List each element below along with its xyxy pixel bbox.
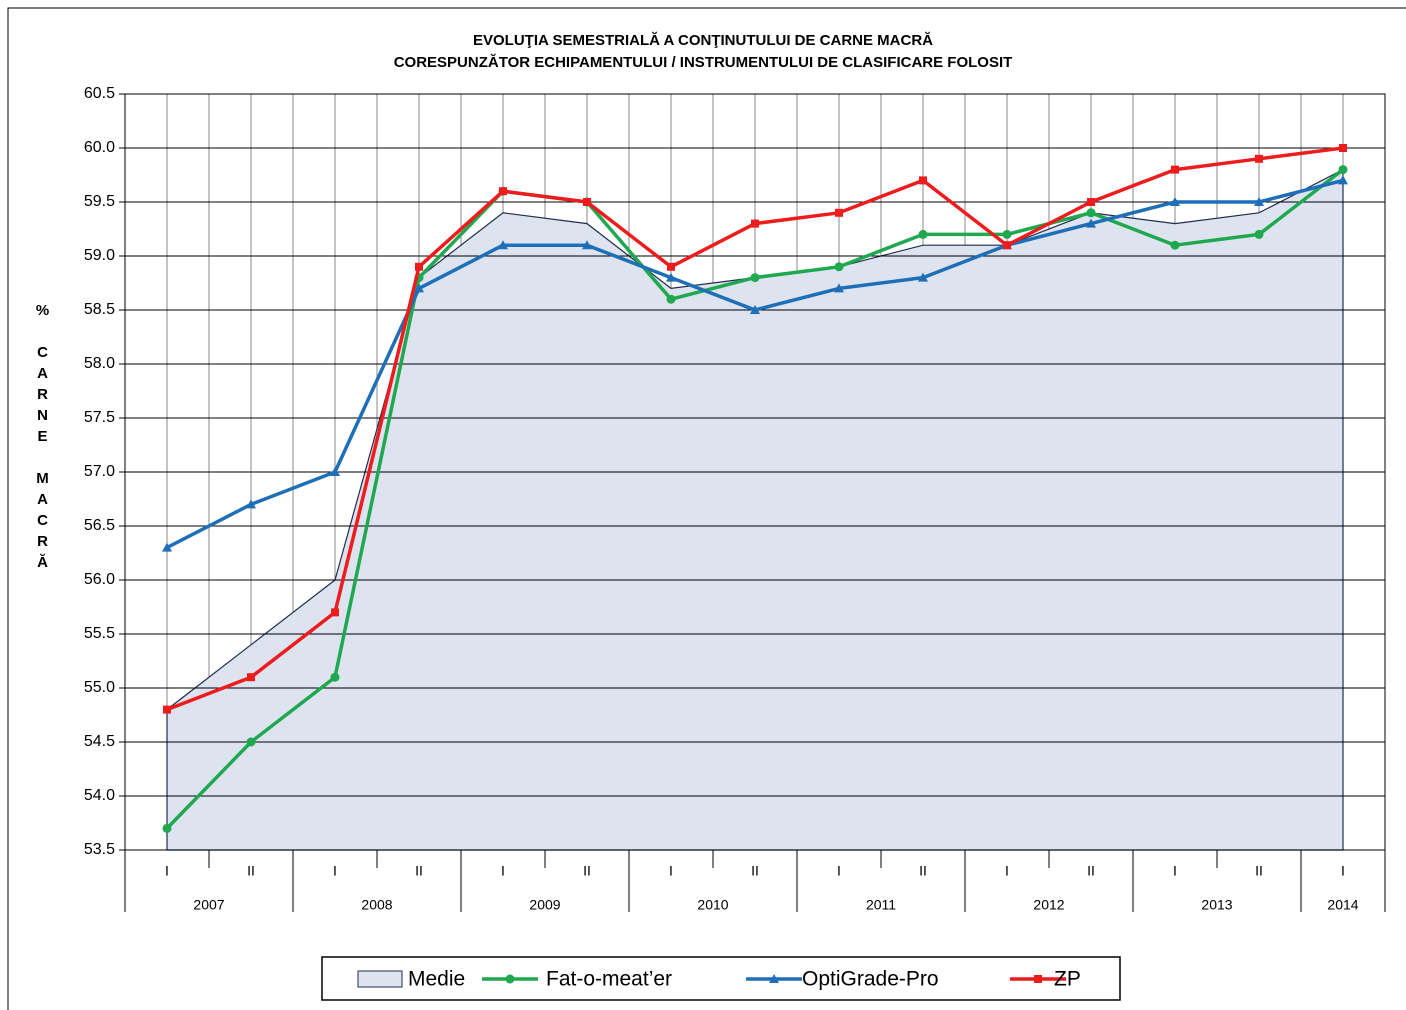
marker xyxy=(918,272,928,282)
y-tick-label: 60.5 xyxy=(84,85,115,102)
y-tick-label: 55.0 xyxy=(84,679,115,696)
y-axis-label: % CARNE MACRĂ xyxy=(34,302,51,575)
y-tick-label: 56.5 xyxy=(84,517,115,534)
marker xyxy=(414,283,424,293)
marker xyxy=(1254,197,1264,206)
year-label: 2007 xyxy=(193,897,224,913)
y-tick-label: 58.5 xyxy=(84,301,115,318)
year-label: 2014 xyxy=(1327,897,1358,913)
legend-marker xyxy=(1034,975,1042,983)
year-label: 2009 xyxy=(529,897,560,913)
marker xyxy=(583,198,591,206)
marker xyxy=(1087,198,1095,206)
legend-label: Medie xyxy=(408,968,465,991)
x-tick-label: II xyxy=(919,863,927,879)
x-tick-label: II xyxy=(583,863,591,879)
marker xyxy=(1002,229,1012,239)
marker xyxy=(1339,144,1347,152)
marker xyxy=(918,229,928,239)
marker xyxy=(1086,208,1096,218)
marker xyxy=(582,240,592,250)
marker xyxy=(1170,197,1180,206)
year-label: 2012 xyxy=(1033,897,1064,913)
marker xyxy=(330,467,340,476)
y-tick-label: 55.5 xyxy=(84,625,115,642)
marker xyxy=(1255,154,1263,163)
legend-box xyxy=(321,956,1121,1001)
legend-label: OptiGrade-Pro xyxy=(802,968,939,991)
marker xyxy=(666,272,676,282)
x-tick-label: I xyxy=(1341,863,1345,879)
y-tick-label: 60.0 xyxy=(84,139,115,156)
x-tick-label: I xyxy=(165,863,169,879)
x-tick-label: II xyxy=(247,863,255,879)
marker xyxy=(1338,175,1348,185)
y-tick-label: 54.0 xyxy=(84,787,115,804)
marker xyxy=(750,305,760,314)
chart-title: EVOLUŢIA SEMESTRIALĂ A CONŢINUTULUI DE C… xyxy=(473,32,933,49)
marker xyxy=(919,176,927,185)
x-tick-label: I xyxy=(333,863,337,879)
marker xyxy=(834,283,844,293)
x-tick-label: I xyxy=(501,863,505,879)
marker xyxy=(1170,240,1180,250)
y-tick-label: 59.5 xyxy=(84,193,115,210)
y-tick-label: 57.5 xyxy=(84,409,115,426)
marker xyxy=(834,262,844,272)
marker xyxy=(246,737,256,747)
legend-label: ZP xyxy=(1054,968,1081,991)
marker xyxy=(162,823,172,833)
x-tick-label: I xyxy=(837,863,841,879)
x-tick-label: II xyxy=(1087,863,1095,879)
year-label: 2011 xyxy=(866,897,896,913)
x-tick-label: II xyxy=(751,863,759,879)
x-tick-label: II xyxy=(1255,863,1263,879)
marker xyxy=(750,273,760,283)
marker xyxy=(1338,165,1348,175)
marker xyxy=(666,294,676,304)
marker xyxy=(246,499,256,509)
legend-swatch xyxy=(357,970,403,988)
marker xyxy=(835,208,843,217)
y-tick-label: 54.5 xyxy=(84,733,115,750)
x-tick-label: II xyxy=(415,863,423,879)
marker xyxy=(247,673,255,682)
marker xyxy=(1003,241,1011,250)
marker xyxy=(1086,218,1096,228)
y-tick-label: 56.0 xyxy=(84,571,115,588)
y-tick-label: 53.5 xyxy=(84,841,115,858)
marker xyxy=(415,262,423,271)
marker xyxy=(498,240,508,250)
y-tick-label: 57.0 xyxy=(84,463,115,480)
marker xyxy=(751,219,759,228)
y-tick-label: 58.0 xyxy=(84,355,115,372)
marker xyxy=(163,705,171,714)
x-tick-label: I xyxy=(669,863,673,879)
marker xyxy=(499,187,507,196)
legend-marker xyxy=(769,974,779,983)
chart-title: CORESPUNZĂTOR ECHIPAMENTULUI / INSTRUMEN… xyxy=(394,54,1013,71)
marker xyxy=(162,542,172,552)
legend-marker xyxy=(505,974,515,984)
marker xyxy=(1171,165,1179,174)
x-tick-label: I xyxy=(1005,863,1009,879)
x-tick-label: I xyxy=(1173,863,1177,879)
marker xyxy=(1254,229,1264,239)
marker xyxy=(331,608,339,617)
legend-label: Fat-o-meat’er xyxy=(546,968,672,991)
marker xyxy=(330,672,340,682)
y-tick-label: 59.0 xyxy=(84,247,115,264)
year-label: 2008 xyxy=(361,897,392,913)
marker xyxy=(667,262,675,271)
plot-border xyxy=(124,93,1386,851)
year-label: 2013 xyxy=(1201,897,1232,913)
year-label: 2010 xyxy=(697,897,728,913)
